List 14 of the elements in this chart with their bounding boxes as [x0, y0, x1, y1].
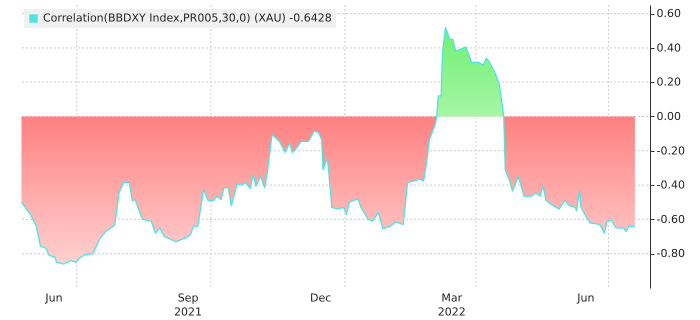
x-tick-label: Dec [310, 292, 332, 304]
y-tick-label: 0.40 [656, 41, 681, 54]
x-tick-label: Mar 2022 [438, 292, 466, 318]
y-tick-label: -0.60 [656, 212, 685, 226]
y-tick-label: 0.20 [656, 76, 681, 89]
x-tick-label: Jun [44, 292, 63, 304]
legend-label: Correlation(BBDXY Index,PR005,30,0) (XAU) -0.6428 [43, 12, 332, 24]
x-tick-label: Sep 2021 [174, 292, 202, 318]
y-tick-label: -0.40 [656, 178, 685, 192]
y-tick-label: -0.80 [656, 247, 685, 260]
x-tick-label: Jun [576, 292, 594, 304]
y-tick-label: -0.20 [656, 144, 685, 158]
y-tick-label: 0.00 [656, 110, 681, 123]
y-tick-label: 0.60 [656, 7, 681, 20]
